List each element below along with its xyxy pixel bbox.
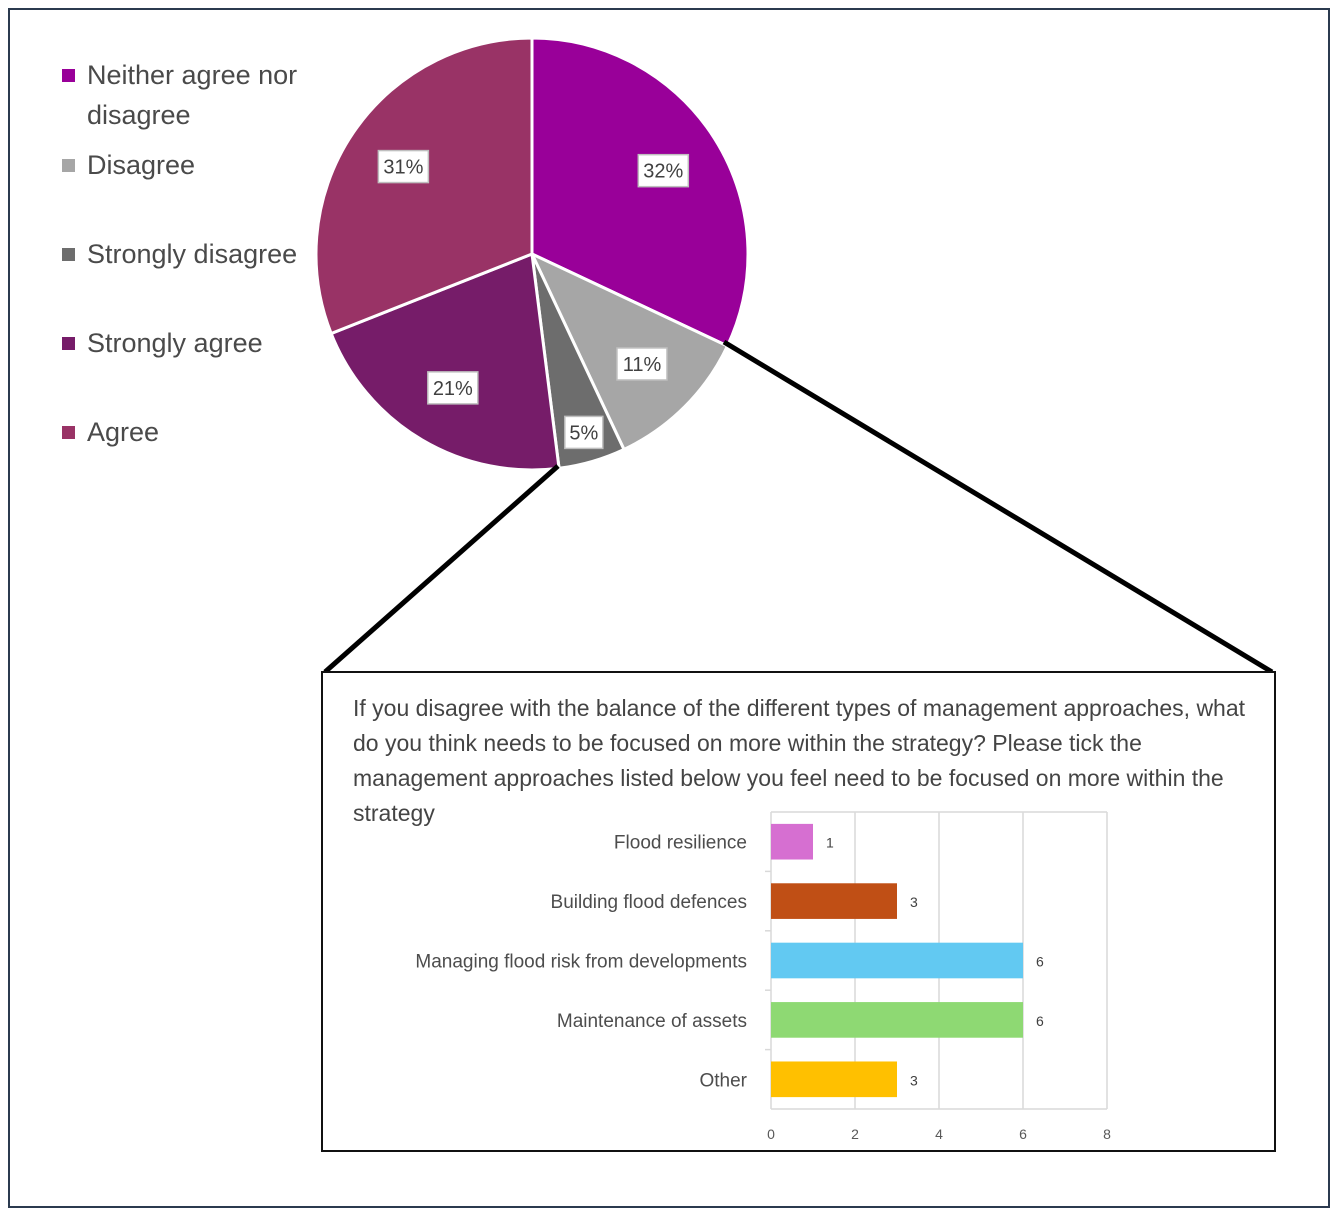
bar-value-label: 6 bbox=[1036, 1013, 1044, 1029]
legend-item-strongly-disagree: Strongly disagree bbox=[62, 234, 327, 274]
category-label: Managing flood risk from developments bbox=[415, 952, 747, 973]
bar bbox=[771, 1061, 897, 1098]
x-tick-label: 2 bbox=[851, 1126, 859, 1142]
bar-chart: 0 2 4 6 8 Flood resilience 1 Building flood def… bbox=[415, 811, 1111, 1142]
legend-item-strongly-agree: Strongly agree bbox=[62, 323, 327, 363]
pie-data-label: 32% bbox=[643, 161, 683, 183]
bar bbox=[771, 1002, 1023, 1038]
pie-data-label: 11% bbox=[623, 354, 662, 376]
bar bbox=[771, 942, 1023, 979]
legend-item-neither: Neither agree nor disagree bbox=[62, 55, 327, 135]
legend-label: Agree bbox=[87, 417, 160, 447]
bar-chart-title: If you disagree with the balance of the … bbox=[353, 695, 1246, 826]
category-label: Other bbox=[699, 1070, 747, 1091]
legend-swatch bbox=[62, 248, 75, 261]
bar-value-label: 6 bbox=[1036, 954, 1044, 970]
pie-label-box bbox=[564, 415, 604, 450]
pie-labels: 32% 11% 5% 21% 31% bbox=[377, 149, 690, 450]
pie-label-box bbox=[427, 371, 479, 405]
bar bbox=[771, 823, 813, 860]
category-label: Flood resilience bbox=[614, 833, 747, 854]
bar bbox=[771, 883, 897, 919]
zoom-connector-right bbox=[722, 339, 1274, 675]
legend-swatch bbox=[62, 426, 75, 439]
legend-label: Strongly disagree bbox=[87, 239, 298, 269]
legend-swatch bbox=[62, 337, 75, 350]
pie-slice bbox=[329, 251, 561, 472]
category-label: Building flood defences bbox=[551, 892, 747, 913]
bar-value-label: 1 bbox=[826, 835, 834, 851]
x-tick-label: 8 bbox=[1103, 1126, 1111, 1142]
legend-swatch bbox=[62, 159, 75, 172]
pie-data-label: 5% bbox=[569, 422, 598, 444]
pie-slice bbox=[314, 36, 534, 336]
legend-item-disagree: Disagree bbox=[62, 145, 327, 185]
bar-value-label: 3 bbox=[910, 894, 918, 910]
legend-swatch bbox=[62, 69, 75, 82]
legend-label: Disagree bbox=[87, 150, 196, 180]
category-label: Maintenance of assets bbox=[557, 1011, 747, 1032]
x-tick-label: 6 bbox=[1019, 1126, 1027, 1142]
legend-label: Strongly agree bbox=[87, 328, 263, 358]
bar-value-label: 3 bbox=[910, 1072, 918, 1088]
pie-label-box bbox=[377, 149, 430, 184]
pie-slices bbox=[314, 36, 750, 472]
bar-marks bbox=[771, 823, 1023, 1098]
x-tick-label: 4 bbox=[935, 1126, 943, 1142]
zoom-connector-left bbox=[323, 464, 560, 674]
bar-chart-inset: If you disagree with the balance of the … bbox=[321, 671, 1276, 1152]
x-tick-label: 0 bbox=[767, 1126, 775, 1142]
legend-label: Neither agree nor disagree bbox=[87, 60, 298, 130]
pie-label-box bbox=[637, 153, 690, 188]
pie-label-box bbox=[616, 347, 668, 381]
pie-data-label: 21% bbox=[433, 378, 473, 400]
bar-text: 0 2 4 6 8 Flood resilience 1 Building flood def… bbox=[415, 833, 1111, 1142]
pie-slice bbox=[530, 36, 750, 348]
pie-data-label: 31% bbox=[383, 157, 423, 179]
legend-item-agree: Agree bbox=[62, 412, 327, 452]
